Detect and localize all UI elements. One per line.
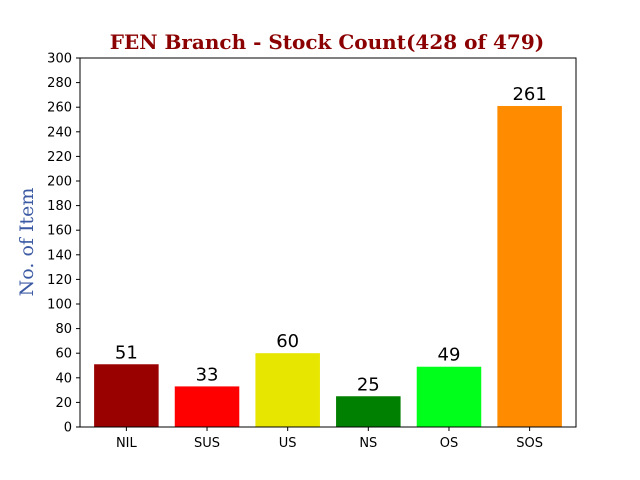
y-tick-label: 200 [47, 175, 72, 190]
x-tick-label: OS [440, 436, 458, 451]
bar-os [416, 366, 482, 427]
x-tick-label: NS [359, 436, 377, 451]
bar-sos [497, 105, 562, 427]
y-tick-label: 40 [55, 371, 72, 386]
plot-area-frame [79, 57, 577, 428]
bar-ns [336, 396, 401, 427]
x-axis-ticks: NIL SUS US NS OS SOS [116, 427, 543, 451]
y-tick-label: 60 [55, 347, 72, 362]
y-tick-label: 240 [47, 125, 72, 140]
bar-sus [174, 386, 240, 427]
data-label-os: 49 [438, 345, 461, 366]
data-label-nil: 51 [115, 342, 138, 363]
data-label-sos: 261 [512, 84, 546, 105]
y-tick-label: 120 [47, 273, 72, 288]
data-label-sus: 33 [196, 364, 219, 385]
y-axis-ticks: 0 20 40 60 80 100 120 140 160 180 200 220 240 260 280 3… [47, 52, 80, 436]
y-tick-label: 160 [47, 224, 72, 239]
data-label-ns: 25 [357, 374, 380, 395]
y-tick-label: 300 [47, 52, 72, 67]
y-tick-label: 280 [47, 76, 72, 91]
bar-nil [94, 364, 159, 427]
y-tick-label: 0 [64, 421, 72, 436]
y-tick-label: 260 [47, 101, 72, 116]
bar-us [255, 353, 320, 427]
bars: 51 33 60 25 49 261 [94, 84, 562, 427]
y-tick-label: 140 [47, 248, 72, 263]
x-tick-label: US [279, 436, 297, 451]
x-tick-label: SOS [516, 436, 543, 451]
y-tick-label: 100 [47, 298, 72, 313]
y-tick-label: 180 [47, 199, 72, 214]
x-tick-label: NIL [116, 436, 138, 451]
x-tick-label: SUS [194, 436, 220, 451]
y-tick-label: 80 [55, 322, 72, 337]
y-tick-label: 220 [47, 150, 72, 165]
y-axis-label: No. of Item [16, 188, 38, 297]
y-tick-label: 20 [55, 396, 72, 411]
chart-title: FEN Branch - Stock Count(428 of 479) [110, 30, 544, 54]
data-label-us: 60 [276, 331, 299, 352]
